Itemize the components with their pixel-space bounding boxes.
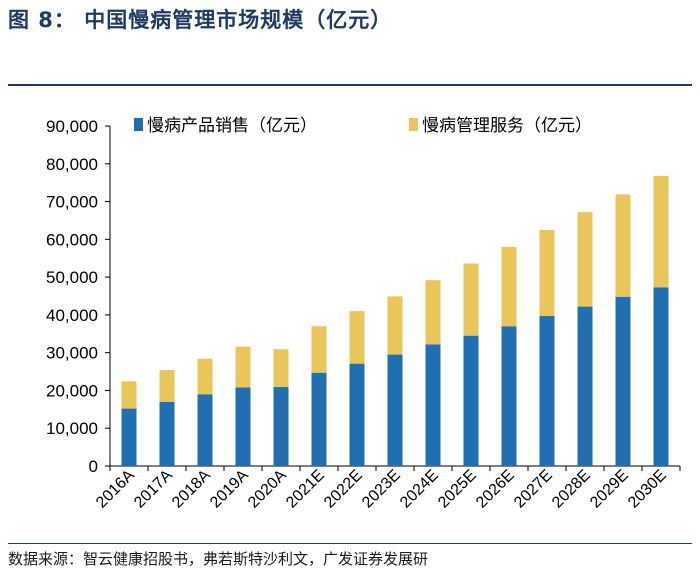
bar-management-service — [349, 311, 365, 364]
y-tick-label: 30,000 — [46, 344, 98, 363]
bar-management-service — [615, 194, 631, 297]
source-divider — [8, 543, 692, 544]
bar-product-sales — [273, 387, 289, 466]
x-tick-label: 2021E — [283, 467, 328, 512]
x-tick-label: 2019A — [207, 467, 252, 512]
bar-product-sales — [387, 354, 403, 466]
y-tick-label: 10,000 — [46, 419, 98, 438]
bar-product-sales — [349, 363, 365, 466]
bar-management-service — [311, 326, 327, 373]
y-tick-label: 60,000 — [46, 230, 98, 249]
bar-management-service — [653, 175, 669, 288]
x-tick-label: 2022E — [321, 467, 366, 512]
legend-label-product-sales: 慢病产品销售（亿元） — [147, 115, 317, 135]
y-tick-label: 40,000 — [46, 306, 98, 325]
bar-product-sales — [425, 344, 441, 466]
y-tick-label: 90,000 — [46, 117, 98, 136]
y-tick-label: 50,000 — [46, 268, 98, 287]
bar-product-sales — [463, 335, 479, 466]
data-source-note: 数据来源：智云健康招股书，弗若斯特沙利文，广发证券发展研 — [8, 550, 429, 568]
x-tick-label: 2029E — [587, 467, 632, 512]
x-tick-label: 2026E — [473, 467, 518, 512]
y-tick-label: 0 — [89, 457, 98, 476]
x-tick-label: 2017A — [131, 467, 176, 512]
bar-management-service — [387, 296, 403, 355]
chart-bars — [121, 175, 669, 466]
bar-management-service — [425, 280, 441, 345]
x-tick-label: 2030E — [625, 467, 670, 512]
x-tick-label: 2020A — [245, 467, 290, 512]
chart-legend: 慢病产品销售（亿元） 慢病管理服务（亿元） — [134, 115, 592, 135]
legend-swatch-product-sales — [134, 118, 143, 131]
bar-management-service — [577, 212, 593, 307]
bar-management-service — [121, 381, 137, 409]
bar-product-sales — [311, 372, 327, 466]
x-tick-label: 2024E — [397, 467, 442, 512]
bar-product-sales — [197, 394, 213, 466]
y-tick-label: 20,000 — [46, 381, 98, 400]
y-tick-label: 70,000 — [46, 193, 98, 212]
bar-management-service — [159, 370, 175, 402]
bar-management-service — [235, 346, 251, 388]
bar-product-sales — [653, 287, 669, 466]
x-tick-label: 2016A — [93, 467, 138, 512]
bar-management-service — [197, 358, 213, 395]
x-tick-label: 2025E — [435, 467, 480, 512]
bar-product-sales — [577, 306, 593, 466]
x-tick-label: 2018A — [169, 467, 214, 512]
bar-product-sales — [501, 326, 517, 466]
bar-product-sales — [615, 296, 631, 466]
legend-swatch-management-service — [409, 118, 418, 131]
bar-management-service — [463, 263, 479, 336]
figure-title: 图 8： 中国慢病管理市场规模（亿元） — [8, 8, 393, 32]
x-tick-label: 2027E — [511, 467, 556, 512]
bar-product-sales — [235, 387, 251, 466]
y-tick-label: 80,000 — [46, 155, 98, 174]
legend-label-management-service: 慢病管理服务（亿元） — [422, 115, 592, 135]
bar-product-sales — [121, 408, 137, 466]
bar-product-sales — [159, 401, 175, 466]
bar-product-sales — [539, 316, 555, 466]
bar-management-service — [539, 229, 555, 317]
title-divider — [8, 84, 692, 86]
x-tick-label: 2028E — [549, 467, 594, 512]
bar-management-service — [273, 349, 289, 388]
bar-management-service — [501, 246, 517, 327]
x-tick-label: 2023E — [359, 467, 404, 512]
